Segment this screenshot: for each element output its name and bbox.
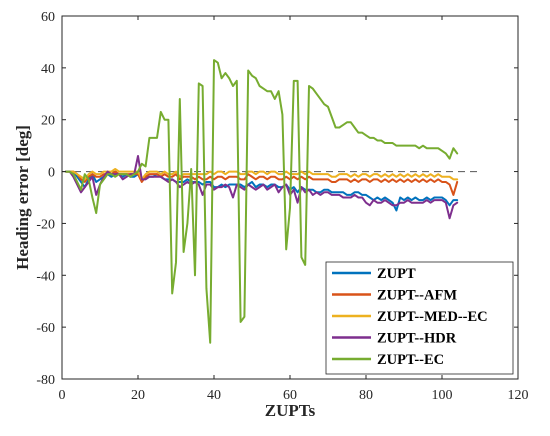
legend-box: [325, 261, 514, 375]
x-axis-label: ZUPTs: [265, 401, 316, 420]
x-tick-label: 120: [508, 388, 529, 403]
x-tick-label: 40: [207, 388, 221, 403]
y-tick-label: 60: [41, 10, 55, 25]
y-axis-ticks: -80 -60 -40 -20 0 20 40 60: [36, 10, 518, 388]
y-tick-label: 40: [41, 62, 55, 77]
x-tick-label: 20: [131, 388, 145, 403]
y-tick-label: -20: [36, 217, 55, 232]
y-tick-label: 0: [48, 166, 55, 181]
legend: ZUPT ZUPT--AFM ZUPT--MED--EC ZUPT--HDR ZUPT-…: [325, 261, 514, 375]
series-lines-group: [64, 59, 459, 344]
legend-label: ZUPT--EC: [377, 352, 444, 368]
series-line-zupt-hdr: [64, 155, 459, 220]
legend-label: ZUPT--MED--EC: [377, 309, 488, 325]
y-tick-label: -40: [36, 269, 55, 284]
x-axis-ticks: 0 20 40 60 80 100 120: [59, 16, 529, 403]
legend-label: ZUPT--HDR: [377, 331, 457, 347]
x-tick-label: 0: [59, 388, 66, 403]
legend-label: ZUPT--AFM: [377, 288, 457, 304]
x-tick-label: 80: [359, 388, 373, 403]
y-axis-label: Heading error [deg]: [13, 125, 32, 270]
y-tick-label: 20: [41, 114, 55, 129]
series-line-zupt-ec: [64, 59, 459, 344]
x-tick-label: 60: [283, 388, 297, 403]
legend-label: ZUPT: [377, 266, 416, 282]
y-tick-label: -60: [36, 321, 55, 336]
y-tick-label: -80: [36, 373, 55, 388]
x-tick-label: 100: [432, 388, 453, 403]
series-line-zupt-med-ec: [64, 167, 459, 181]
